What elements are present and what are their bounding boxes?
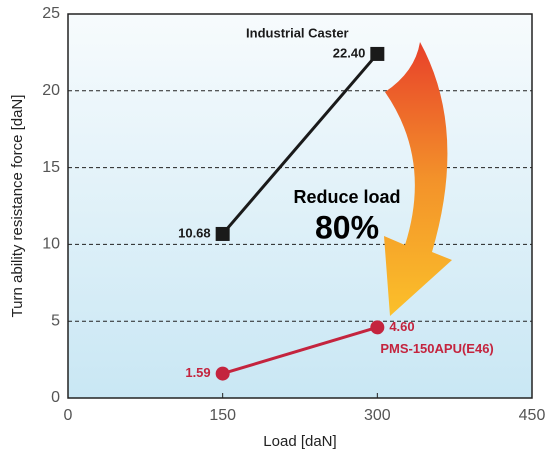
y-tick-label: 0 xyxy=(51,389,60,406)
marker xyxy=(215,226,230,241)
plot-background xyxy=(68,14,532,398)
series-name: Industrial Caster xyxy=(246,25,349,40)
value-label: 4.60 xyxy=(389,319,414,334)
y-tick-label: 10 xyxy=(42,236,60,253)
series-line xyxy=(221,52,379,235)
value-label: 22.40 xyxy=(333,45,366,60)
x-tick-label: 300 xyxy=(364,407,391,424)
plot-frame xyxy=(67,13,533,399)
marker xyxy=(215,366,230,381)
y-tick-label: 25 xyxy=(42,5,60,22)
y-tick-label: 20 xyxy=(42,82,60,99)
y-axis-label: Turn ability resistance force [daN] xyxy=(9,95,26,318)
y-tick-label: 15 xyxy=(42,159,60,176)
value-label: 1.59 xyxy=(185,365,210,380)
y-tick-label: 5 xyxy=(51,312,60,329)
reduce-arrow xyxy=(384,42,452,316)
value-label: 10.68 xyxy=(178,225,211,240)
series-name: PMS-150APU(E46) xyxy=(380,341,493,356)
annotation: 80% xyxy=(315,209,379,245)
series-line xyxy=(222,325,378,376)
x-tick-label: 0 xyxy=(64,407,73,424)
x-axis-label: Load [daN] xyxy=(263,433,336,450)
x-tick-label: 450 xyxy=(519,407,546,424)
x-tick-label: 150 xyxy=(209,407,236,424)
marker xyxy=(370,46,385,61)
annotation: Reduce load xyxy=(293,187,400,207)
marker xyxy=(370,320,385,335)
